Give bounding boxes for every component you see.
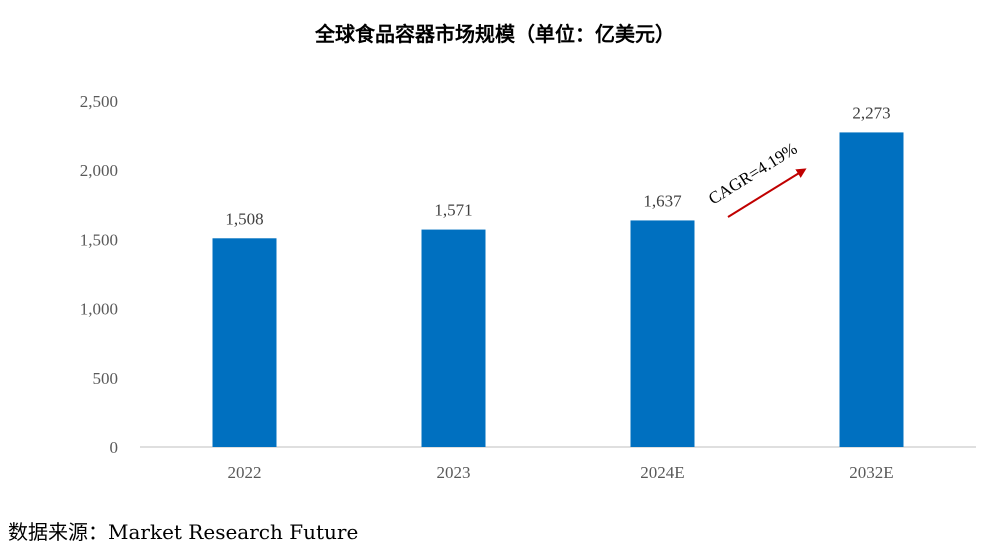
- bar-2024E: [630, 220, 695, 447]
- data-labels: 1,508 1,571 1,637 2,273: [225, 103, 890, 228]
- y-axis-ticks: 0 500 1,000 1,500 2,000 2,500: [80, 92, 118, 457]
- x-tick-label: 2022: [228, 463, 262, 482]
- data-label: 1,508: [225, 209, 263, 228]
- y-tick-label: 2,000: [80, 161, 118, 180]
- bar-2022: [212, 238, 277, 447]
- x-tick-label: 2032E: [849, 463, 893, 482]
- bar-2023: [421, 229, 486, 447]
- data-source: 数据来源：Market Research Future: [8, 520, 359, 544]
- cagr-label: CAGR=4.19%: [705, 139, 800, 208]
- y-tick-label: 500: [93, 369, 119, 388]
- cagr-annotation: CAGR=4.19%: [705, 139, 807, 218]
- y-tick-label: 1,000: [80, 300, 118, 319]
- bar-2032E: [839, 132, 904, 447]
- x-tick-label: 2024E: [640, 463, 684, 482]
- cagr-arrow: [727, 168, 807, 218]
- y-tick-label: 1,500: [80, 230, 118, 249]
- bars: [212, 132, 904, 447]
- chart-title: 全球食品容器市场规模（单位：亿美元）: [315, 22, 675, 46]
- data-label: 2,273: [852, 103, 890, 122]
- data-label: 1,637: [643, 191, 682, 210]
- x-axis-categories: 2022 2023 2024E 2032E: [228, 463, 894, 482]
- y-tick-label: 0: [110, 438, 119, 457]
- y-tick-label: 2,500: [80, 92, 118, 111]
- data-label: 1,571: [434, 201, 472, 220]
- x-tick-label: 2023: [437, 463, 471, 482]
